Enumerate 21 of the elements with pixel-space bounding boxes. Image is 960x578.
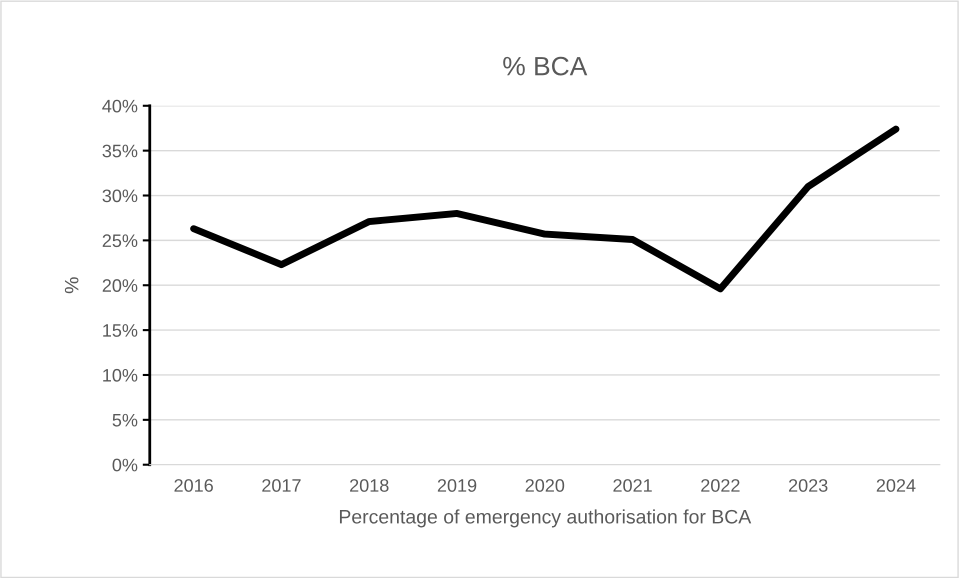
y-tick-label: 35% — [102, 144, 138, 158]
y-tick-label: 20% — [102, 279, 138, 292]
x-tick-label: 2021 — [613, 479, 652, 492]
y-axis-title: % — [64, 277, 78, 294]
y-tick-label: 0% — [112, 458, 138, 472]
x-tick-label: 2024 — [876, 479, 916, 492]
x-tick-label: 2019 — [438, 479, 476, 492]
y-tick-label: 10% — [103, 368, 138, 382]
y-tick-label: 25% — [102, 234, 138, 248]
x-tick-label: 2022 — [701, 479, 740, 492]
x-tick-label: 2016 — [174, 479, 213, 492]
x-tick-label: 2023 — [788, 479, 828, 492]
y-tick-label: 5% — [112, 414, 138, 427]
x-tick-label: 2020 — [526, 479, 564, 492]
y-tick-label: 40% — [102, 100, 138, 112]
x-tick-label: 2017 — [262, 479, 301, 492]
x-axis-title: Percentage of emergency authorisation for BCA — [340, 509, 752, 528]
y-tick-label: 15% — [103, 324, 138, 337]
chart-title: % BCA — [503, 56, 588, 76]
x-tick-label: 2018 — [350, 479, 389, 492]
y-tick-label: 30% — [102, 189, 138, 202]
